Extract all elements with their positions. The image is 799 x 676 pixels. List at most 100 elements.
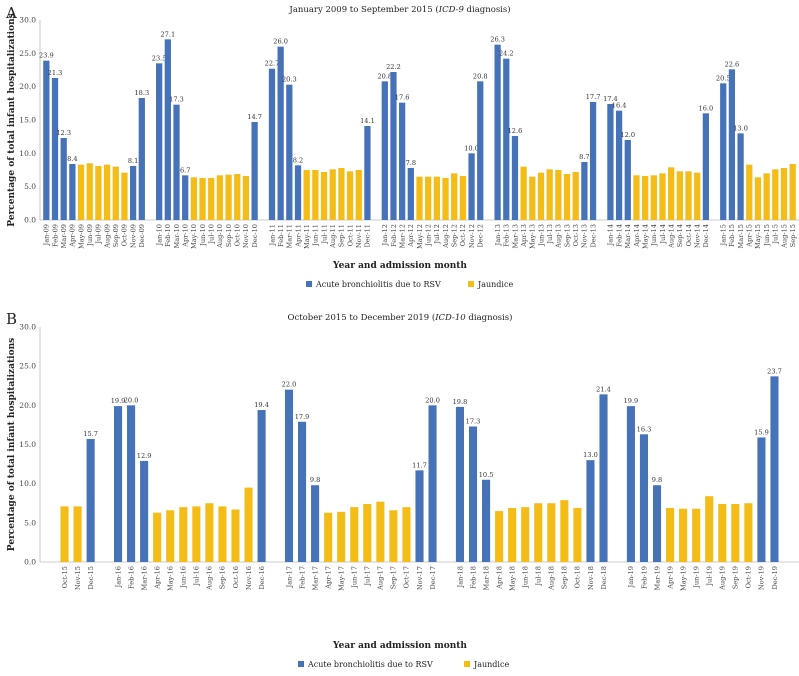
legend-swatch-rsv [298,661,304,667]
category-label: Aug-13 [555,224,563,249]
chart-title-code: ICD-9 [438,5,465,15]
y-tick-label: 10.0 [19,149,36,158]
data-label: 11.7 [412,461,427,469]
rsv-bar [43,60,50,220]
jaundice-bar [363,504,372,562]
category-label: Mar-15 [737,224,745,248]
category-label: May-11 [303,224,311,249]
jaundice-bar [555,170,562,220]
category-label: Mar-19 [653,566,661,590]
jaundice-bar [205,503,214,562]
category-label: Jan-09 [43,224,51,246]
jaundice-bar [659,173,666,220]
legend-swatch-rsv [306,281,312,287]
jaundice-bar [303,170,310,220]
category-label: Aug-09 [103,224,111,249]
category-label: Dec-16 [258,566,266,590]
data-label: 20.0 [425,396,440,404]
category-label: May-16 [167,566,175,591]
data-label: 15.7 [83,430,98,438]
category-label: Oct-11 [346,224,354,246]
jaundice-bar [416,176,423,220]
rsv-bar [626,406,635,562]
y-tick-label: 5.0 [24,518,36,527]
data-label: 23.9 [39,52,54,60]
category-label: Jun-11 [312,224,320,247]
chart-title-suffix: diagnosis) [466,312,513,323]
category-label: Oct-13 [572,224,580,246]
rsv-bar [364,126,371,220]
rsv-bar [589,102,597,220]
jaundice-bar [166,510,175,562]
data-label: 19.8 [453,398,468,406]
category-label: Dec-18 [600,566,608,590]
y-tick-label: 5.0 [24,182,36,191]
jaundice-bar [199,178,206,220]
rsv-bar [294,165,302,220]
y-tick-label: 0.0 [24,216,36,225]
jaundice-bar [534,503,543,562]
jaundice-bar [495,511,504,562]
rsv-bar [581,162,588,220]
rsv-bar [268,68,276,221]
jaundice-bar [537,172,545,220]
jaundice-bar [573,507,582,562]
jaundice-bar [521,507,530,562]
data-label: 20.5 [716,74,731,82]
jaundice-bar [780,168,788,220]
rsv-bar [86,439,95,562]
jaundice-bar [694,172,701,220]
rsv-bar [140,460,149,562]
data-label: 14.7 [247,113,262,121]
category-label: Jan-15 [720,224,728,246]
category-label: Jan-10 [155,224,163,246]
data-label: 27.1 [160,30,175,38]
category-label: Jul-18 [535,566,543,587]
category-label: Feb-13 [503,224,511,247]
jaundice-bar [508,507,517,562]
jaundice-bar [112,166,119,220]
category-label: Sep-19 [732,566,740,589]
category-label: Apr-12 [407,224,415,248]
category-label: Feb-11 [277,224,285,247]
category-label: Jun-13 [537,224,545,247]
rsv-bar [60,138,67,220]
jaundice-bar [650,175,657,220]
category-label: Sep-17 [390,566,398,589]
category-label: Mar-13 [511,224,519,248]
data-label: 15.9 [754,428,769,436]
category-label: Oct-09 [121,224,129,246]
jaundice-bar [153,512,162,562]
legend: Acute bronchiolitis due to RSV Jaundice [306,280,513,289]
rsv-bar [407,168,414,220]
category-label: Oct-10 [234,224,242,246]
rsv-bar [164,39,171,221]
rsv-bar [639,434,649,562]
category-label: Jun-12 [424,224,432,247]
category-label: Nov-16 [245,566,253,590]
data-label: 26.0 [273,38,288,46]
category-label: May-17 [337,566,345,591]
category-label: Sep-16 [219,566,227,589]
y-tick-label: 15.0 [19,440,36,449]
category-label: Mar-09 [60,224,68,248]
rsv-bar [503,58,510,220]
chart-title-code: ICD-10 [434,313,466,323]
data-label: 16.3 [637,425,652,433]
category-label: Aug-10 [216,224,224,249]
rsv-bar [51,78,59,220]
category-label: Mar-14 [624,224,632,248]
rsv-bar [173,104,180,220]
category-label: Mar-11 [286,224,294,248]
data-label: 16.4 [612,102,627,110]
category-label: Jul-16 [193,566,201,587]
category-label: Aug-11 [329,224,337,249]
jaundice-bar [337,511,346,562]
data-label: 20.3 [282,76,297,84]
category-label: Nov-15 [74,566,82,590]
panel-b-letter: B [6,310,18,328]
jaundice-bar [324,512,333,562]
jaundice-bar [329,169,336,220]
rsv-bar [129,166,137,220]
legend-swatch-jaundice [464,661,470,667]
